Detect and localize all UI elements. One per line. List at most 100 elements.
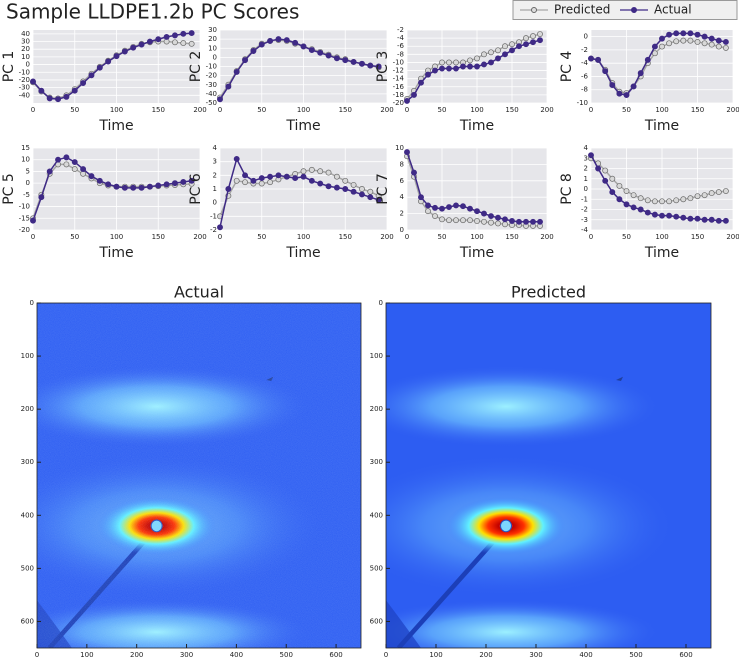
data-point xyxy=(130,44,137,51)
data-point xyxy=(446,217,452,224)
y-tick-label: -40 xyxy=(206,90,217,98)
data-point xyxy=(495,47,501,54)
x-axis-label: Time xyxy=(98,245,133,261)
data-point xyxy=(502,51,508,58)
data-point xyxy=(701,33,708,40)
data-point xyxy=(342,186,349,192)
x-tick-label: 0 xyxy=(589,106,593,114)
x-tick-label: 50 xyxy=(622,106,631,114)
data-point xyxy=(623,201,630,208)
data-point xyxy=(509,218,515,224)
x-tick-label: 50 xyxy=(257,106,266,114)
data-point xyxy=(708,41,715,48)
data-point xyxy=(701,40,708,47)
y-axis-label: PC 8 xyxy=(559,173,575,205)
data-point xyxy=(55,156,62,163)
y-axis-label: PC 4 xyxy=(559,51,575,83)
x-tick-label: 0 xyxy=(405,106,409,114)
image-frame xyxy=(36,302,362,649)
heatmap-shadow xyxy=(386,600,421,648)
data-point xyxy=(317,49,324,56)
data-point xyxy=(30,217,36,224)
y-tick-label: 10 xyxy=(395,144,404,152)
legend-label: Predicted xyxy=(554,3,610,17)
y-tick-label: -30 xyxy=(206,81,217,89)
data-point xyxy=(333,184,340,191)
y-tick-label: -6 xyxy=(397,42,405,50)
x-tick-label: 150 xyxy=(152,233,165,241)
data-point xyxy=(523,41,529,48)
data-point xyxy=(404,149,410,156)
data-point xyxy=(63,93,70,100)
data-point xyxy=(708,35,715,42)
data-point xyxy=(460,203,466,210)
y-tick-label: 600 xyxy=(370,617,383,625)
legend-marker xyxy=(631,7,637,13)
data-point xyxy=(233,155,240,162)
x-tick-label: 600 xyxy=(679,651,692,657)
data-point xyxy=(350,58,357,65)
data-point xyxy=(467,63,473,70)
data-point xyxy=(467,217,473,224)
data-point xyxy=(113,53,120,60)
data-point xyxy=(46,95,53,102)
data-point xyxy=(46,168,53,175)
x-tick-label: 0 xyxy=(31,106,35,114)
data-point xyxy=(537,31,543,38)
y-tick-label: -8 xyxy=(581,86,588,94)
x-axis-label: Time xyxy=(285,118,320,134)
y-tick-label: 40 xyxy=(21,30,30,38)
data-point xyxy=(325,183,332,190)
y-tick-label: -10 xyxy=(19,203,30,211)
data-point xyxy=(242,172,248,179)
y-tick-label: 2 xyxy=(400,210,404,218)
data-point xyxy=(96,177,103,184)
data-point xyxy=(715,37,722,44)
data-point xyxy=(146,38,153,45)
data-point xyxy=(155,36,162,43)
y-tick-label: -4 xyxy=(581,59,589,67)
x-tick-label: 200 xyxy=(479,651,492,657)
data-point xyxy=(588,152,594,159)
data-point xyxy=(188,177,195,184)
data-point xyxy=(694,38,701,45)
data-point xyxy=(250,48,257,54)
data-point xyxy=(163,33,170,40)
data-point xyxy=(537,218,543,225)
data-point xyxy=(715,217,722,224)
data-point xyxy=(359,186,365,192)
data-point xyxy=(630,204,637,211)
data-point xyxy=(680,30,687,37)
heatmap-band xyxy=(386,600,656,648)
data-point xyxy=(138,41,145,48)
data-point xyxy=(666,198,673,205)
x-tick-label: 0 xyxy=(589,233,593,241)
x-tick-label: 100 xyxy=(655,106,668,114)
data-point xyxy=(644,197,651,204)
data-point xyxy=(425,202,431,209)
y-tick-label: -16 xyxy=(393,83,405,91)
y-axis-label: PC 5 xyxy=(1,173,17,205)
data-point xyxy=(300,173,307,180)
legend-label: Actual xyxy=(654,3,692,17)
data-point xyxy=(588,55,594,62)
data-point xyxy=(530,33,536,40)
data-point xyxy=(666,40,673,47)
x-tick-label: 50 xyxy=(70,233,79,241)
data-point xyxy=(666,212,673,219)
heatmap xyxy=(386,303,711,648)
data-point xyxy=(687,215,694,222)
data-point xyxy=(418,79,424,86)
x-tick-label: 200 xyxy=(726,106,739,114)
data-point xyxy=(595,165,602,172)
data-point xyxy=(659,43,665,50)
y-tick-label: 6 xyxy=(400,177,405,185)
data-point xyxy=(474,218,480,224)
data-point xyxy=(467,57,473,64)
data-point xyxy=(242,57,248,64)
data-point xyxy=(418,194,424,201)
y-tick-label: -2 xyxy=(581,46,588,54)
legend-marker xyxy=(531,7,537,13)
x-tick-label: 200 xyxy=(193,233,206,241)
data-point xyxy=(687,37,694,44)
